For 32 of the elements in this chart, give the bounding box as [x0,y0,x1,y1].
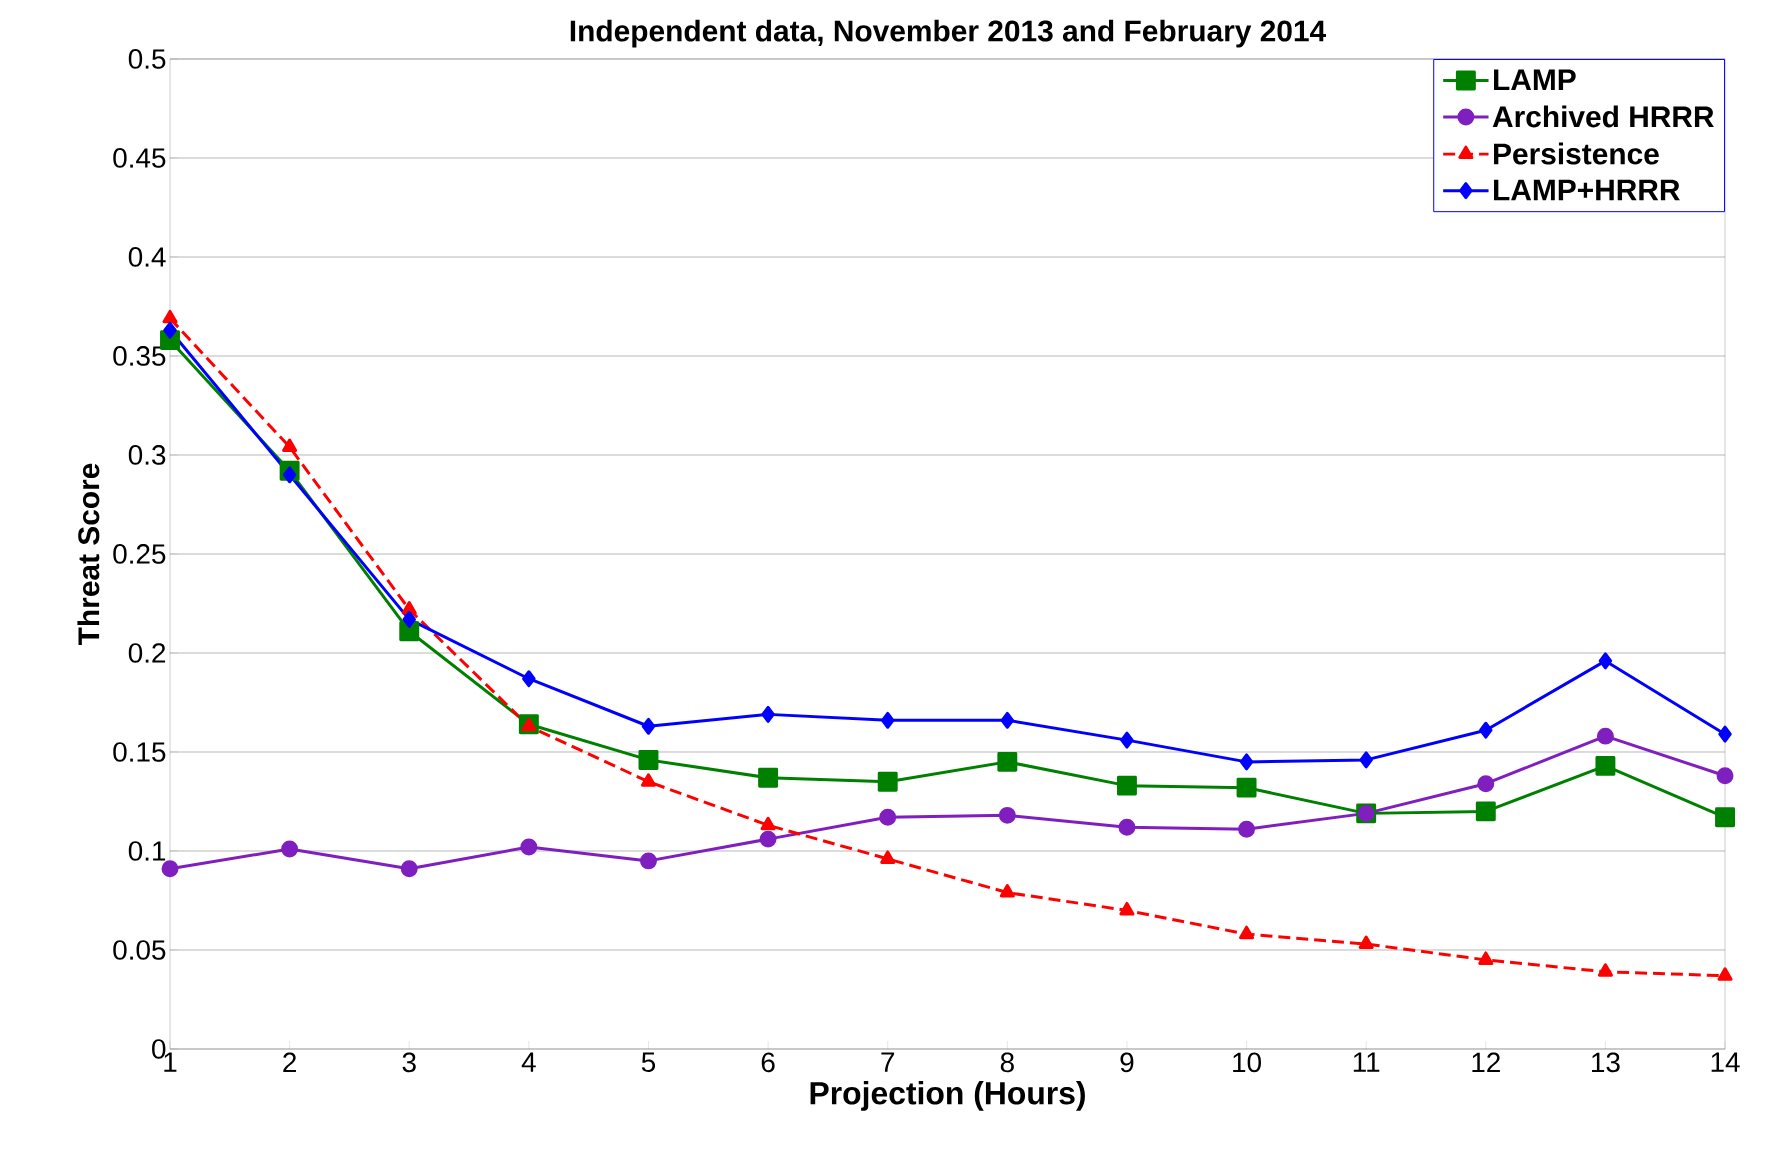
y-tick-label: 0 [152,1039,166,1059]
legend-label: Archived HRRR [1492,105,1714,128]
x-tick-label: 12 [1472,1052,1500,1072]
x-tick-label: 3 [402,1052,416,1073]
legend-label: LAMP [1494,69,1576,91]
x-tick-label: 5 [641,1052,656,1072]
y-tick-label: 0.5 [128,49,166,69]
legend-label: Persistence [1494,142,1659,165]
legend-label: LAMP+HRRR [1494,179,1680,201]
x-axis-title: Projection (Hours) [810,1081,1085,1111]
y-axis-title: Threat Score [77,463,100,646]
y-tick-label: 0.45 [113,148,166,168]
x-tick-label: 14 [1711,1052,1740,1072]
x-tick-label: 2 [283,1052,296,1072]
x-tick-label: 6 [761,1052,775,1073]
y-tick-label: 0.1 [128,841,166,861]
x-tick-label: 9 [1120,1052,1134,1073]
x-tick-label: 8 [1000,1052,1014,1073]
x-tick-label: 4 [521,1052,536,1072]
y-tick-label: 0.3 [128,445,166,465]
x-tick-label: 10 [1233,1052,1261,1073]
x-tick-label: 7 [881,1052,895,1072]
chart-title: Independent data, November 2013 and February 2014 [570,19,1327,48]
y-tick-label: 0.25 [113,544,166,564]
y-tick-label: 0.05 [113,940,166,960]
y-tick-label: 0.2 [128,643,166,663]
y-tick-label: 0.4 [128,247,166,267]
x-tick-label: 1 [164,1052,177,1072]
y-tick-label: 0.15 [113,742,166,762]
y-tick-label: 0.35 [113,346,166,366]
x-tick-label: 13 [1592,1052,1620,1073]
x-tick-label: 11 [1353,1052,1380,1072]
